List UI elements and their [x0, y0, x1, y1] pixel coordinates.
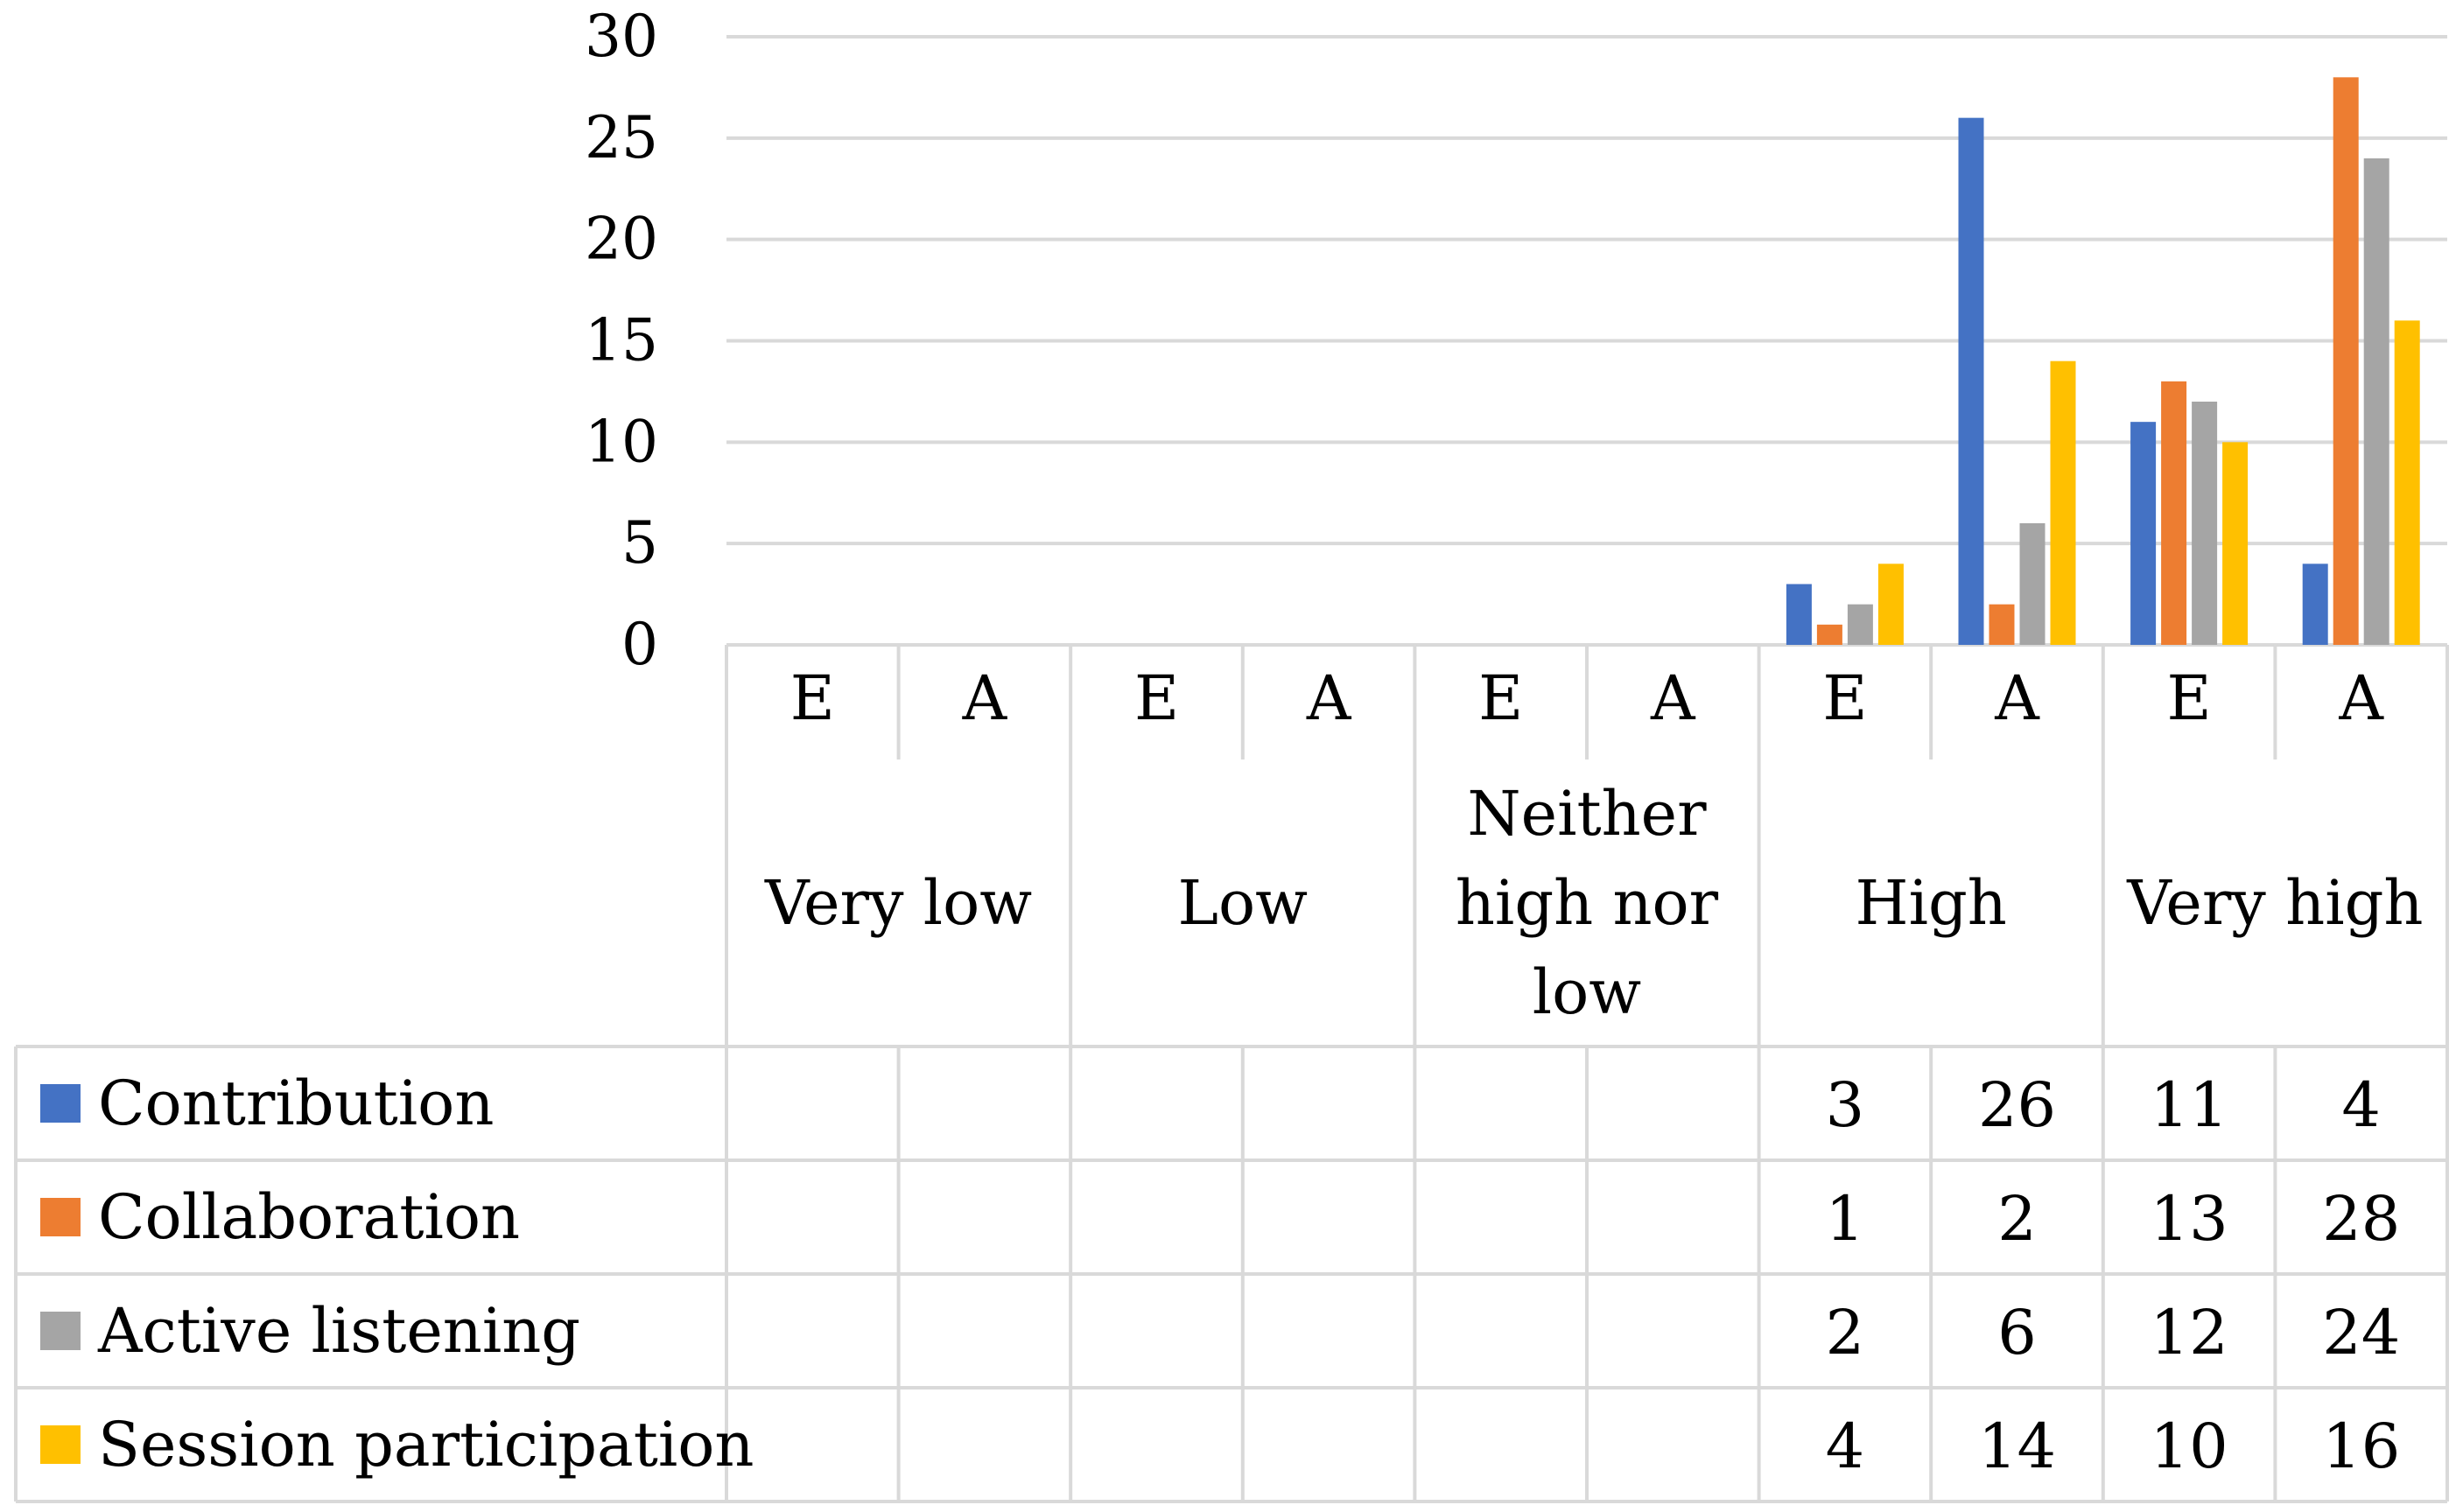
legend-swatch	[40, 1084, 81, 1123]
y-tick-label: 30	[585, 3, 658, 70]
data-label: 13	[2151, 1183, 2228, 1255]
data-label: 26	[1978, 1069, 2056, 1141]
data-label: 4	[2341, 1069, 2381, 1141]
bar	[2019, 523, 2045, 645]
data-label: 24	[2322, 1297, 2400, 1368]
data-label: 2	[1997, 1183, 2037, 1255]
data-label: 14	[1978, 1410, 2056, 1482]
data-label: 10	[2151, 1410, 2228, 1482]
data-label: 3	[1826, 1069, 1865, 1141]
data-label: 16	[2322, 1410, 2400, 1482]
legend-swatch	[40, 1425, 81, 1464]
x-tick-label: A	[1994, 662, 2040, 734]
bar	[2050, 360, 2076, 645]
data-label: 12	[2151, 1297, 2228, 1368]
x-tick-label: A	[1306, 662, 1352, 734]
group-label: Low	[1178, 867, 1309, 939]
bar	[1847, 604, 1873, 645]
x-tick-label: A	[2338, 662, 2384, 734]
y-tick-label: 15	[585, 307, 658, 374]
data-label: 2	[1826, 1297, 1865, 1368]
data-table: E A E A E A E A E A Very low Low Neither high nor low H…	[14, 645, 2449, 1503]
group-label: Very low	[764, 867, 1032, 939]
bar	[1786, 584, 1812, 645]
bar	[1816, 624, 1842, 645]
data-label: 28	[2322, 1183, 2400, 1255]
bars	[1786, 77, 2420, 646]
x-tick-label: E	[1478, 662, 1523, 734]
bar	[2161, 381, 2187, 645]
data-label: 4	[1826, 1410, 1865, 1482]
y-tick-label: 0	[621, 611, 658, 678]
bar	[2333, 77, 2359, 646]
legend-swatch	[40, 1198, 81, 1236]
bar	[2302, 564, 2328, 645]
x-tick-label: A	[962, 662, 1008, 734]
data-label: 11	[2151, 1069, 2228, 1141]
x-tick-label: E	[2167, 662, 2212, 734]
legend-label: Active listening	[97, 1295, 580, 1367]
x-tick-label: E	[1822, 662, 1867, 734]
y-tick-label: 20	[585, 206, 658, 273]
legend-swatch	[40, 1312, 81, 1350]
bar	[2394, 320, 2420, 645]
bar	[2192, 402, 2218, 645]
x-tick-label: A	[1650, 662, 1696, 734]
legend-label: Contribution	[98, 1068, 494, 1139]
bar	[1958, 117, 1984, 645]
group-label: High	[1856, 867, 2007, 939]
x-tick-label: E	[790, 662, 835, 734]
bar	[2363, 158, 2389, 645]
bar	[2222, 442, 2249, 645]
group-label: high nor	[1456, 867, 1719, 939]
bar	[1877, 564, 1904, 645]
y-axis-ticks: 0 5 10 15 20 25 30	[585, 3, 658, 678]
group-label: Neither	[1467, 778, 1707, 850]
y-tick-label: 5	[621, 509, 658, 577]
y-tick-label: 10	[585, 408, 658, 475]
group-label: Very high	[2126, 867, 2423, 939]
data-label: 1	[1826, 1183, 1865, 1255]
x-tick-label: E	[1134, 662, 1179, 734]
y-tick-label: 25	[585, 104, 658, 172]
legend-label: Collaboration	[98, 1181, 520, 1253]
gridlines	[726, 35, 2447, 647]
bar	[1989, 604, 2015, 645]
group-label: low	[1533, 956, 1641, 1028]
data-label: 6	[1997, 1297, 2037, 1368]
legend-label: Session participation	[98, 1409, 754, 1480]
bar	[2130, 422, 2157, 645]
